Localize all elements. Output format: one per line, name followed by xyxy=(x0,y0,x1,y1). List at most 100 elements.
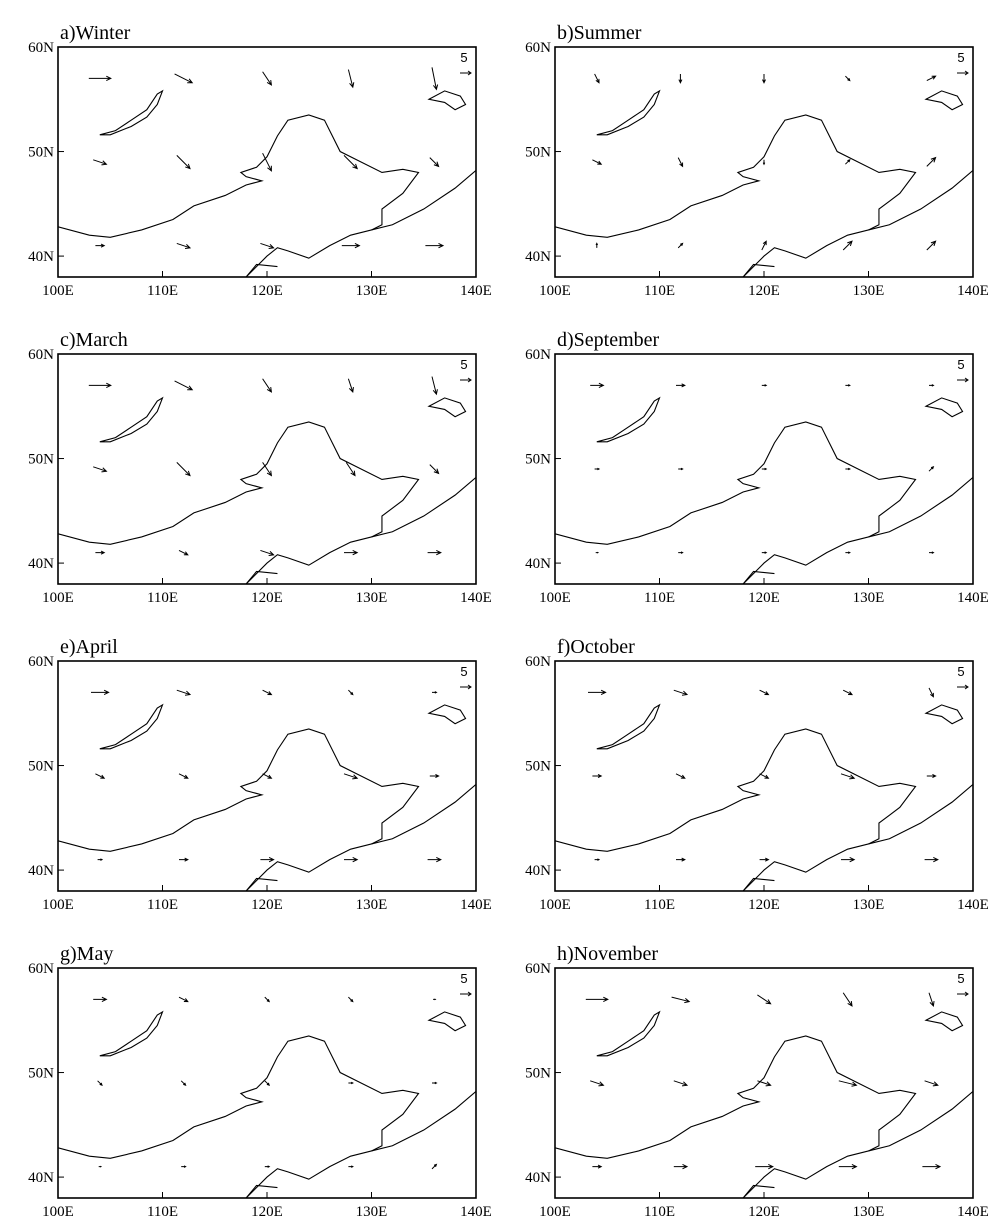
reference-label: 5 xyxy=(957,50,964,65)
wind-vector xyxy=(759,689,770,696)
wind-vector xyxy=(262,773,273,779)
y-tick-label: 60N xyxy=(525,654,551,670)
reference-label: 5 xyxy=(957,357,964,372)
x-tick-label: 140E xyxy=(957,897,989,913)
wind-vector xyxy=(757,1080,772,1087)
panel-title: b)Summer xyxy=(557,22,642,44)
wind-vector xyxy=(262,152,272,172)
panel-title: f)October xyxy=(557,636,635,658)
wind-vector xyxy=(425,243,445,249)
wind-vector xyxy=(174,380,194,391)
wind-vector xyxy=(845,75,851,82)
x-tick-label: 110E xyxy=(644,897,675,913)
x-tick-label: 120E xyxy=(251,590,283,606)
y-tick-label: 60N xyxy=(525,347,551,363)
wind-vector xyxy=(432,691,438,694)
reference-vector xyxy=(957,70,969,76)
wind-vector xyxy=(345,462,356,477)
wind-vector xyxy=(595,242,599,248)
wind-vector xyxy=(592,1164,603,1169)
wind-vector xyxy=(594,467,601,471)
reference-vector xyxy=(957,377,969,383)
wind-vector xyxy=(432,1081,438,1085)
panel-title: g)May xyxy=(60,943,113,965)
wind-vector xyxy=(97,1080,103,1087)
x-tick-label: 110E xyxy=(147,283,178,299)
wind-vector xyxy=(88,75,112,81)
x-tick-label: 100E xyxy=(42,590,74,606)
wind-vector xyxy=(592,774,603,778)
wind-vector xyxy=(845,551,851,554)
wind-vector xyxy=(590,1080,605,1087)
y-tick-label: 50N xyxy=(28,1066,54,1082)
wind-vector xyxy=(845,467,851,471)
wind-vector xyxy=(95,550,106,555)
y-tick-label: 40N xyxy=(28,1170,54,1186)
wind-vector xyxy=(842,689,854,696)
x-tick-label: 130E xyxy=(853,590,885,606)
map-panel: e)April 100E 110E 120E 130E 140E 40N 50N 60N 5 xyxy=(28,636,492,913)
wind-vector xyxy=(677,242,684,249)
y-tick-label: 40N xyxy=(28,249,54,265)
map-panel: g)May 100E 110E 120E 130E 140E 40N 50N 60N 5 xyxy=(28,943,492,1220)
wind-vector xyxy=(924,1080,939,1087)
wind-vector xyxy=(845,158,851,165)
map-panel: f)October 100E 110E 120E 130E 140E 40N 50N 60N 5 xyxy=(525,636,989,913)
wind-vector xyxy=(761,240,767,251)
wind-vector xyxy=(341,243,361,249)
y-tick-label: 60N xyxy=(525,40,551,56)
wind-vector xyxy=(176,242,192,249)
y-tick-label: 50N xyxy=(525,759,551,775)
wind-vector xyxy=(262,462,273,477)
reference-label: 5 xyxy=(460,664,467,679)
x-tick-label: 140E xyxy=(460,590,492,606)
y-tick-label: 60N xyxy=(525,961,551,977)
wind-vector xyxy=(176,462,191,477)
wind-vector xyxy=(178,549,189,556)
reference-vector xyxy=(460,70,472,76)
x-tick-label: 130E xyxy=(853,897,885,913)
wind-vector xyxy=(429,464,440,475)
wind-vector xyxy=(176,689,192,696)
wind-vector xyxy=(93,466,108,473)
wind-vector xyxy=(675,773,686,779)
x-tick-label: 120E xyxy=(748,590,780,606)
wind-vector xyxy=(176,155,191,170)
x-tick-label: 110E xyxy=(147,897,178,913)
wind-vector xyxy=(759,773,770,779)
wind-vector xyxy=(348,689,354,696)
x-tick-label: 100E xyxy=(539,1204,571,1220)
map-panel: a)Winter 100E 110E 120E 130E 140E 40N 50N 60N 5 xyxy=(28,22,492,299)
wind-vector xyxy=(348,1081,354,1085)
wind-vector xyxy=(671,996,691,1004)
reference-label: 5 xyxy=(460,357,467,372)
reference-vector xyxy=(460,991,472,997)
wind-vector xyxy=(676,857,686,862)
wind-vector xyxy=(761,551,768,554)
reference-vector xyxy=(460,684,472,690)
y-tick-label: 50N xyxy=(28,452,54,468)
x-tick-label: 140E xyxy=(957,590,989,606)
wind-vector xyxy=(595,551,600,554)
wind-vector xyxy=(429,774,440,778)
coastline xyxy=(58,1012,476,1198)
wind-vector xyxy=(677,157,684,168)
reference-vector xyxy=(460,377,472,383)
wind-vector xyxy=(759,857,770,862)
panel-title: a)Winter xyxy=(60,22,131,44)
wind-vector xyxy=(926,156,937,167)
wind-vector xyxy=(926,240,937,251)
wind-vector xyxy=(264,1165,271,1168)
x-tick-label: 120E xyxy=(251,897,283,913)
map-panel: d)September 100E 110E 120E 130E 140E 40N 50N 60N… xyxy=(525,329,989,606)
panel-title: e)April xyxy=(60,636,118,658)
wind-vector xyxy=(427,550,442,556)
panel-title: h)November xyxy=(557,943,658,965)
wind-vector xyxy=(928,992,935,1008)
panel-title: c)March xyxy=(60,329,128,351)
wind-vector xyxy=(260,242,275,249)
wind-vector xyxy=(762,159,766,166)
x-tick-label: 130E xyxy=(356,897,388,913)
y-tick-label: 40N xyxy=(28,863,54,879)
x-tick-label: 140E xyxy=(957,283,989,299)
